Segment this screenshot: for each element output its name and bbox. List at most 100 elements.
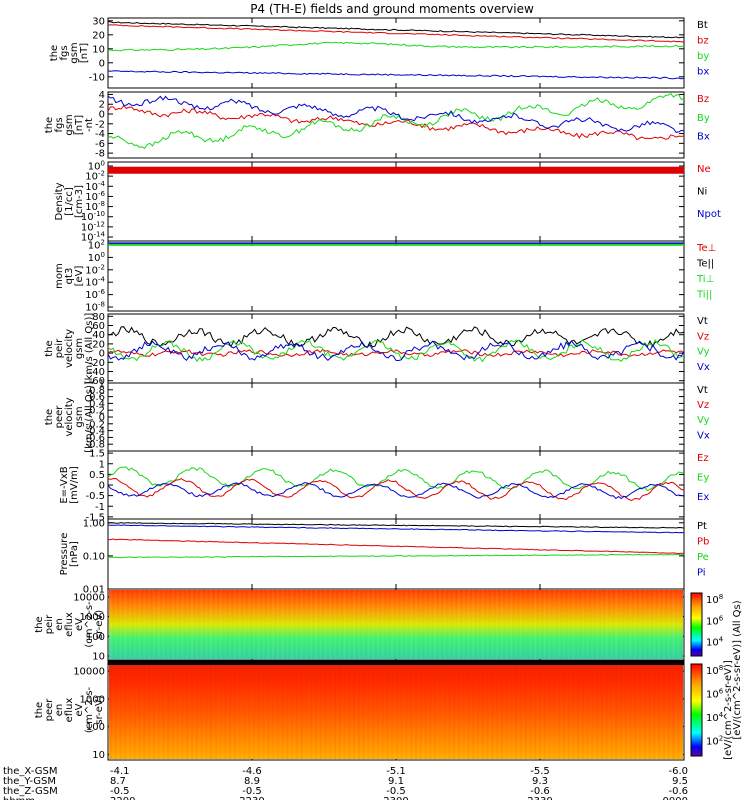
spectrogram-column [314, 590, 317, 659]
spectrogram-column [653, 661, 656, 759]
y-tick-label: 10-4 [85, 276, 105, 289]
y-axis-label: gsm [69, 42, 80, 63]
spectrogram-column [524, 661, 527, 759]
legend-entry: Npot [697, 209, 721, 220]
legend-entry: Ti|| [696, 290, 712, 301]
y-tick-label: 10-12 [81, 220, 105, 233]
y-axis-label: the [34, 702, 45, 718]
spectrogram-column [310, 661, 313, 759]
spectrogram-column [615, 590, 618, 659]
spectrogram-column [267, 661, 270, 759]
spectrogram-column [110, 661, 112, 759]
series-line-Bt [108, 21, 684, 39]
series-line-Bz [107, 104, 685, 141]
y-axis-label: eflux [64, 698, 75, 723]
spectrogram-column [662, 661, 665, 759]
y-tick-label: 10-4 [85, 180, 105, 193]
footer-tick-value: -0.6 [530, 786, 550, 797]
spectrogram-column [400, 661, 403, 759]
spectrogram-column [372, 661, 375, 759]
spectrogram-column [214, 661, 217, 759]
spectrogram-column [434, 661, 437, 759]
y-axis-label: gsm [74, 338, 85, 359]
series-line-Ez [107, 477, 685, 502]
y-tick-label: -20 [89, 358, 105, 369]
footer-tick-value: -0.6 [668, 786, 688, 797]
legend-entry: Vx [697, 362, 710, 373]
y-tick-label: 10 [92, 750, 105, 761]
footer-tick-value: 2230 [239, 796, 264, 800]
y-tick-label: -40 [89, 367, 105, 378]
spectrogram-column [510, 661, 513, 759]
legend-entry: Pt [697, 521, 707, 532]
legend-entry: Ez [697, 453, 709, 464]
spectrogram-column [286, 590, 289, 659]
spectrogram-column [319, 590, 322, 659]
spectrogram-column [319, 661, 322, 759]
colorbar-label-2: [eV/(cm^2-s-sr-eV)] [723, 660, 734, 760]
spectrogram-column [219, 590, 222, 659]
spectrogram-column [119, 661, 122, 759]
panel-frame [107, 161, 685, 242]
y-tick-label: 60 [92, 321, 105, 332]
spectrogram-column [572, 661, 575, 759]
panel-7: E=-VxB [mV/m] -1.5-1-0.500.511.5 Ez Ey Ex [59, 449, 709, 524]
series-line-By [107, 92, 685, 150]
time-axis-footer: [eV/(cm^2-s-sr-eV)] (All Qs)[eV/(cm^2-s-… [3, 600, 743, 800]
y-axis-label: [1/cc] [64, 187, 75, 216]
spectrogram-column [615, 661, 618, 759]
y-tick-label: -0.5 [85, 491, 105, 502]
series-line-Pb [107, 524, 685, 534]
spectrogram-column [624, 661, 627, 759]
spectrogram-column [500, 661, 503, 759]
y-axis-label: [km/s (All Qs)] [84, 381, 95, 453]
y-axis-label: Pressure [59, 533, 70, 576]
spectrogram-column [472, 661, 475, 759]
panel-5: the peir velocity gsm [km/s (All Qs)]-60-40-… [44, 312, 710, 387]
spectrogram-column [486, 661, 489, 759]
spectrogram-column [305, 590, 308, 659]
footer-tick-value: -6.0 [668, 766, 688, 777]
spectrogram-column [472, 590, 475, 659]
y-axis-label: sr-eV) [94, 610, 105, 639]
spectrogram-column [629, 661, 632, 759]
spectrogram-column [362, 661, 365, 759]
spectrogram-column [639, 661, 642, 759]
spectrogram-column [581, 590, 584, 659]
y-tick-label: 0.4 [89, 399, 105, 410]
spectrogram-column [143, 661, 146, 759]
spectrogram-column [167, 661, 170, 759]
panel-frame [107, 450, 685, 520]
series-line-Vy [107, 339, 685, 363]
spectrogram-column [248, 590, 251, 659]
y-tick-label: 80 [92, 312, 105, 323]
spectrogram-column [591, 590, 594, 659]
spectrogram-column [596, 590, 599, 659]
y-axis-label: eV [74, 618, 85, 631]
y-axis-label: peir [54, 338, 65, 358]
spectrogram-column [233, 590, 236, 659]
y-axis-label: E=-VxB [59, 466, 70, 503]
spectrogram-column [419, 590, 422, 659]
legend-entry: Pe [697, 552, 709, 563]
spectrogram-column [367, 590, 370, 659]
footer-row-label: the_Y-GSM [3, 776, 56, 787]
y-axis-label: [nT] [74, 115, 85, 135]
y-tick-label: 4 [99, 90, 105, 101]
y-axis-label: peer [54, 405, 65, 429]
spectrogram-column [357, 661, 360, 759]
spectrogram-area [109, 590, 683, 659]
spectrogram-column [467, 661, 470, 759]
spectrogram-column [429, 590, 432, 659]
y-tick-label: -4 [95, 129, 105, 140]
spectrogram-column [195, 661, 198, 759]
spectrogram-column [243, 661, 246, 759]
spectrogram-column [453, 590, 456, 659]
spectrogram-column [191, 590, 194, 659]
spectrogram-column [443, 590, 446, 659]
spectrogram-column [624, 590, 627, 659]
y-tick-label: 10-8 [85, 200, 105, 213]
y-tick-label: 1.00 [83, 518, 105, 529]
